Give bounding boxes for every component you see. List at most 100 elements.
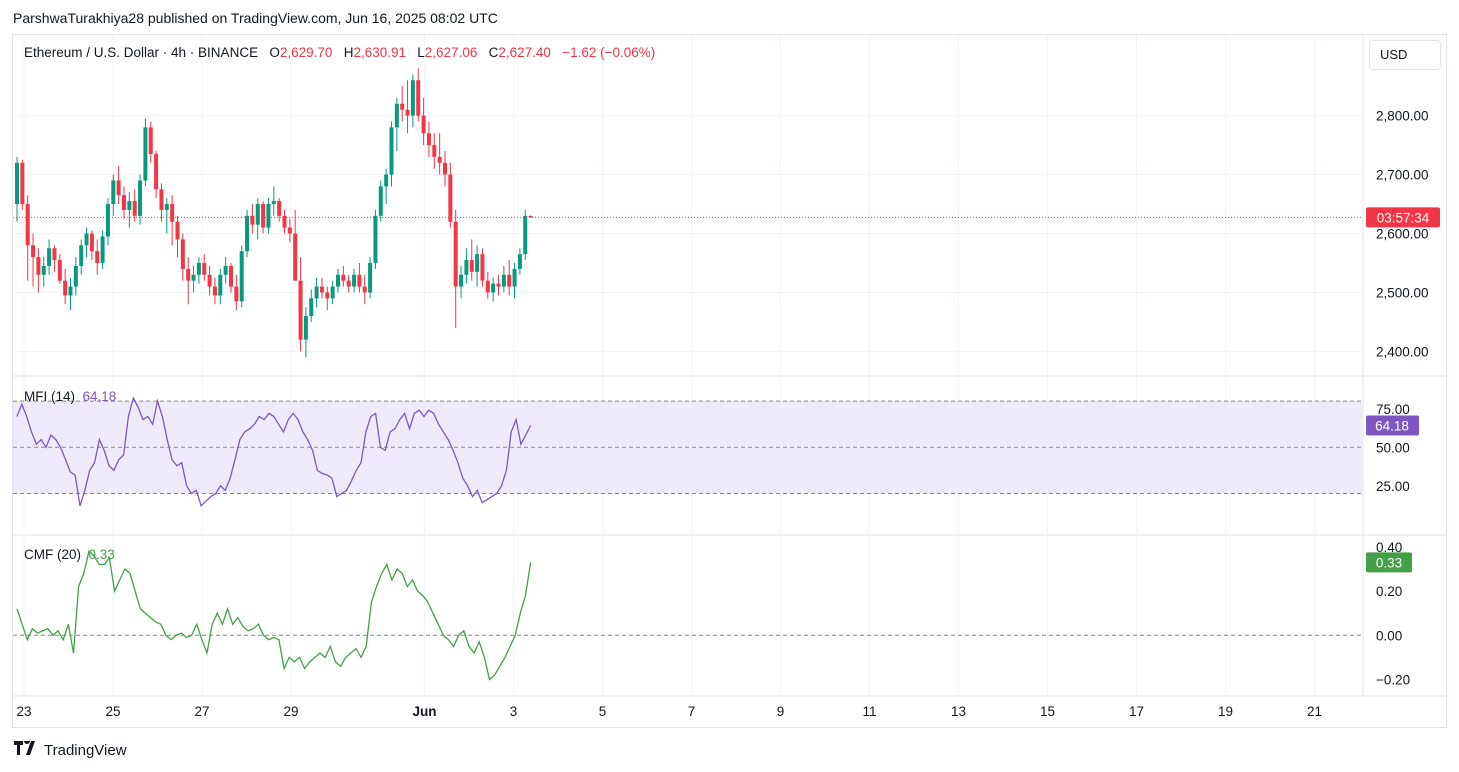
candle-body	[68, 286, 73, 296]
symbol-name: Ethereum / U.S. Dollar · 4h · BINANCE	[24, 45, 259, 60]
candle-body	[437, 156, 442, 163]
x-tick-label: 23	[16, 704, 31, 719]
candle-body	[207, 274, 212, 287]
candle-body	[52, 248, 57, 261]
x-tick-label: 27	[194, 704, 209, 719]
candle-body	[485, 280, 490, 293]
candle-body	[255, 204, 260, 225]
candle-body	[362, 286, 367, 293]
candle-body	[303, 316, 308, 340]
price-tick-label: 2,700.00	[1376, 168, 1429, 183]
x-tick-label: 25	[105, 704, 120, 719]
candle-body	[100, 236, 105, 263]
candle-body	[57, 260, 62, 281]
candle-body	[410, 80, 415, 116]
candle-body	[330, 286, 335, 299]
candle-body	[384, 174, 389, 187]
candle-body	[229, 265, 233, 287]
close-label: C	[488, 45, 499, 60]
candle-body	[223, 265, 228, 275]
cmf-legend: CMF (20) 0.33	[24, 547, 115, 562]
x-tick-label: Jun	[412, 704, 436, 719]
candle-body	[143, 127, 148, 181]
candle-body	[405, 109, 410, 116]
candle-body	[164, 204, 169, 210]
candle-body	[154, 153, 159, 190]
candle-body	[105, 204, 110, 237]
candle-body	[293, 233, 298, 281]
x-tick-label: 3	[510, 704, 518, 719]
countdown-badge	[1366, 207, 1440, 228]
candle-body	[25, 204, 30, 246]
publisher-line: ParshwaTurakhiya28 published on TradingV…	[13, 10, 498, 26]
mfi-value-badge-label: 64.18	[1375, 418, 1409, 433]
mfi-band	[13, 400, 1362, 636]
candle-body	[95, 251, 100, 263]
candle-body	[325, 292, 330, 299]
candle-body	[475, 254, 480, 272]
candle-body	[282, 215, 287, 228]
candle-body	[41, 265, 46, 275]
candle-body	[89, 233, 94, 252]
mfi-value: 64.18	[82, 389, 117, 404]
candle-body	[341, 274, 346, 281]
mfi-tick-label: 75.00	[1376, 402, 1410, 417]
candle-body	[111, 180, 116, 205]
candle-body	[122, 195, 126, 210]
cmf-tick-label: 0.20	[1376, 584, 1402, 599]
candle-body	[73, 265, 78, 287]
candle-body	[20, 162, 25, 205]
x-tick-label: 7	[688, 704, 696, 719]
currency-button[interactable]: USD	[1369, 40, 1441, 70]
x-tick-label: 13	[951, 704, 966, 719]
candle-body	[191, 274, 196, 281]
mfi-legend: MFI (14) 64.18	[24, 389, 116, 404]
mfi-plot	[16, 396, 532, 507]
candle-body	[491, 283, 496, 293]
mfi-value-badge	[1366, 415, 1419, 436]
candle-body	[202, 262, 207, 275]
candle-body	[453, 221, 458, 287]
chart-frame	[12, 34, 1447, 728]
candle-body	[239, 251, 244, 302]
candle-body	[261, 204, 266, 228]
cmf-value-badge	[1366, 552, 1412, 573]
candle-body	[512, 268, 517, 287]
candle-body	[394, 103, 399, 128]
price-tick-label: 2,500.00	[1376, 285, 1429, 300]
price-tick-label: 2,800.00	[1376, 109, 1429, 124]
x-tick-label: 19	[1218, 704, 1233, 719]
cmf-title: CMF (20)	[24, 547, 81, 562]
axes: 23 25 27 29 Jun 3 5 7 9 11 13 15 17 19 21 2,800.00 2,700…	[16, 109, 1440, 719]
candle-body	[336, 274, 340, 287]
x-tick-label: 11	[862, 704, 876, 719]
candle-body	[63, 280, 68, 296]
candle-body	[496, 283, 501, 287]
mfi-line	[16, 396, 532, 507]
x-tick-label: 29	[283, 704, 298, 719]
mfi-title: MFI (14)	[24, 389, 76, 404]
open-value: 2,629.70	[279, 45, 333, 60]
candle-body	[432, 145, 437, 157]
cmf-tick-label: 0.00	[1376, 628, 1402, 643]
price-candles	[13, 68, 1362, 358]
x-tick-label: 9	[777, 704, 785, 719]
mfi-tick-label: 25.00	[1376, 479, 1410, 494]
candle-body	[389, 127, 394, 175]
close-value: 2,627.40	[498, 45, 551, 60]
candle-body	[47, 248, 52, 266]
candle-body	[352, 274, 357, 287]
low-label: L	[417, 45, 425, 60]
candle-body	[170, 204, 175, 222]
candle-body	[79, 245, 84, 266]
x-tick-label: 21	[1307, 704, 1322, 719]
candle-body	[319, 286, 324, 293]
candle-body	[250, 215, 255, 225]
candle-body	[234, 286, 239, 302]
high-value: 2,630.91	[353, 45, 406, 60]
candle-body	[116, 180, 121, 196]
candle-body	[132, 201, 137, 216]
x-tick-label: 15	[1040, 704, 1055, 719]
candle-body	[378, 186, 383, 216]
